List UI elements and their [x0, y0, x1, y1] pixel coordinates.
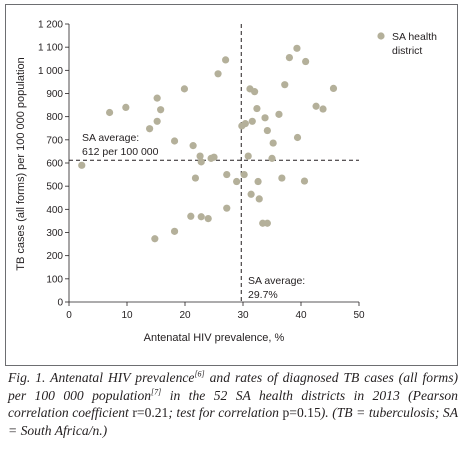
data-point	[191, 174, 200, 182]
data-point	[319, 105, 327, 113]
data-point	[263, 219, 271, 227]
data-point	[255, 195, 263, 203]
data-point	[153, 94, 161, 102]
x-axis-title: Antenatal HIV prevalence, %	[144, 332, 285, 344]
data-point	[223, 204, 231, 212]
y-tick-label: 1 100	[38, 43, 63, 54]
caption-ref-1: [6]	[194, 369, 205, 379]
x-tick-label: 40	[295, 310, 307, 321]
data-point	[197, 158, 205, 166]
data-point	[247, 190, 255, 198]
x-tick-label: 0	[66, 310, 72, 321]
caption-text-2: and rates of diagnosed TB cases (all for…	[8, 370, 459, 403]
data-point	[204, 215, 212, 223]
data-point	[248, 117, 256, 125]
y-tick-label: 800	[46, 112, 63, 123]
caption-text-3: in the 52 SA health districts in 2013 (P…	[8, 387, 458, 421]
y-tick-label: 500	[46, 182, 63, 193]
legend-marker	[377, 32, 385, 40]
data-point	[269, 139, 277, 147]
data-point	[241, 120, 249, 128]
data-point	[146, 125, 154, 133]
figure-caption: Fig. 1. Antenatal HIV prevalence[6] and …	[8, 369, 458, 439]
x-tick-label: 20	[179, 310, 191, 321]
data-point	[275, 110, 283, 118]
data-point	[223, 170, 231, 179]
caption-ref-2: [7]	[151, 387, 162, 397]
data-point	[170, 227, 179, 235]
horizontal-average-label-line1: SA average:	[82, 132, 139, 144]
y-tick-label: 300	[46, 228, 63, 239]
data-point	[278, 174, 286, 182]
data-point	[187, 212, 195, 220]
data-point	[285, 53, 293, 62]
caption-stat-r: r=0.21	[132, 405, 169, 421]
y-tick-label: 400	[46, 205, 63, 216]
data-point	[261, 114, 269, 122]
horizontal-average-label-line2: 612 per 100 000	[82, 146, 159, 158]
legend-label-line1: SA health	[392, 31, 437, 43]
y-tick-label: 0	[57, 298, 63, 309]
y-tick-label: 100	[46, 274, 63, 285]
data-point	[196, 152, 204, 160]
data-point	[240, 170, 248, 179]
x-tick-label: 30	[237, 310, 249, 321]
vertical-average-label-line1: SA average:	[248, 275, 305, 287]
x-tick-label: 50	[353, 310, 365, 321]
data-point	[253, 104, 261, 113]
x-tick-label: 10	[121, 310, 133, 321]
data-point	[244, 152, 252, 160]
caption-fig-label: Fig. 1.	[8, 370, 46, 385]
y-tick-label: 700	[46, 135, 63, 146]
data-point	[222, 56, 230, 64]
data-point	[302, 57, 310, 66]
data-point	[263, 126, 271, 135]
data-point	[153, 117, 161, 125]
figure-frame	[5, 4, 458, 366]
data-point	[78, 161, 86, 169]
data-point	[106, 108, 114, 117]
data-point	[214, 70, 222, 78]
caption-text-4: ; test for correlation	[168, 405, 283, 421]
y-tick-label: 1 200	[38, 20, 63, 31]
data-point	[122, 103, 130, 111]
data-point	[254, 177, 262, 186]
y-tick-label: 900	[46, 89, 63, 100]
data-point	[312, 102, 320, 110]
data-point	[329, 84, 338, 93]
legend-label-line2: district	[392, 45, 422, 57]
data-point	[151, 235, 159, 243]
data-point	[197, 213, 205, 221]
data-point	[189, 142, 197, 150]
data-point	[300, 177, 309, 185]
y-axis-title: TB cases (all forms) per 100 000 populat…	[15, 57, 27, 270]
data-point	[210, 153, 218, 161]
data-point	[170, 137, 179, 145]
data-point	[293, 44, 301, 52]
caption-text-1: Antenatal HIV prevalence	[45, 370, 195, 385]
data-point	[157, 106, 165, 114]
data-point	[180, 85, 189, 93]
data-point	[233, 177, 241, 186]
reference-lines	[69, 24, 359, 302]
data-point	[293, 133, 302, 142]
caption-text-5: ). (TB = tuberculosis; SA = South Africa…	[8, 405, 458, 438]
y-tick-label: 1 000	[38, 66, 63, 77]
y-tick-label: 600	[46, 159, 63, 170]
data-point	[268, 154, 276, 162]
y-tick-label: 200	[46, 251, 63, 262]
caption-stat-p: p=0.15	[282, 405, 321, 421]
data-point	[251, 88, 259, 96]
data-point	[281, 81, 289, 89]
vertical-average-label-line2: 29.7%	[248, 289, 278, 301]
data-points	[78, 44, 338, 243]
